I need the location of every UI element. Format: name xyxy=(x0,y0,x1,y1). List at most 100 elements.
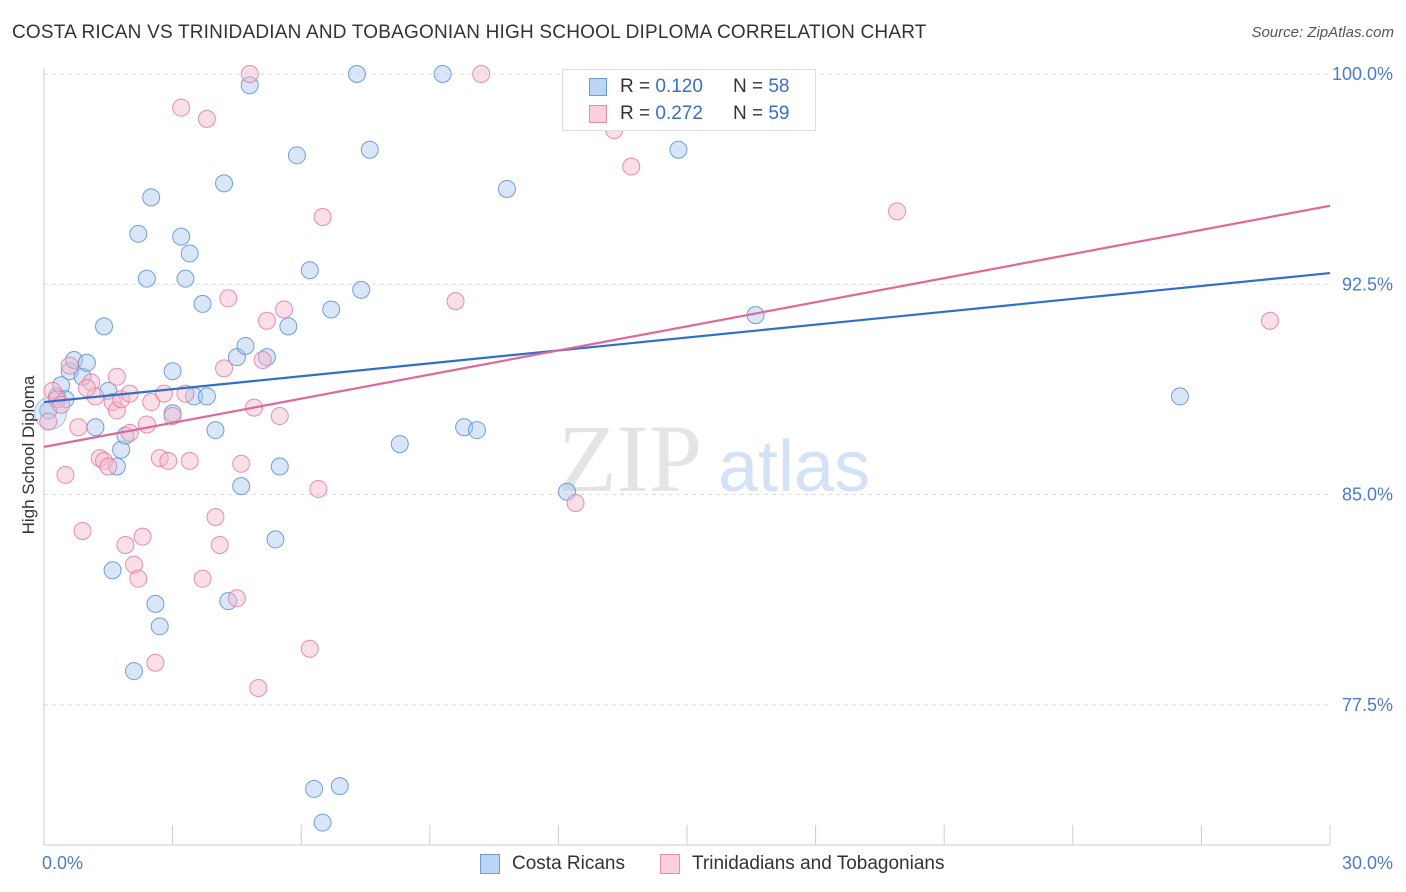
trinidadian-point xyxy=(107,367,126,386)
trinidadian-point xyxy=(472,65,491,84)
trinidadian-point xyxy=(240,65,259,84)
watermark-zip: ZIP xyxy=(558,405,702,512)
costa-rican-point xyxy=(142,188,161,207)
bottom-legend-costa-ricans: Costa Ricans xyxy=(480,852,625,876)
trinidadian-point xyxy=(73,522,92,540)
trinidadian-point xyxy=(270,407,289,426)
y-axis-label: High School Diploma xyxy=(19,375,38,534)
costa-rican-point xyxy=(347,65,366,84)
trinidadian-point xyxy=(210,536,229,555)
trinidadian-point xyxy=(56,465,75,484)
costa-rican-point xyxy=(77,353,96,372)
trinidadian-point xyxy=(309,479,328,498)
trinidadian-point xyxy=(99,457,118,476)
trinidadian-point xyxy=(155,384,174,403)
trinidadian-point xyxy=(43,381,62,400)
trinidadian-point xyxy=(232,454,251,473)
chart-title: COSTA RICAN VS TRINIDADIAN AND TOBAGONIA… xyxy=(12,22,927,43)
costa-rican-point xyxy=(52,376,71,395)
legend-row-trinidadians: R = 0.272 N = 59 xyxy=(589,102,789,126)
trinidadian-point xyxy=(1260,311,1279,330)
costa-rican-point xyxy=(300,261,319,280)
y-tick-labels: 77.5% 85.0% 92.5% 100.0% xyxy=(1332,64,1393,715)
costa-rican-point xyxy=(193,294,212,313)
legend-r-label: R = xyxy=(620,103,651,124)
costa-rican-point xyxy=(73,367,92,386)
trinidadian-point xyxy=(142,393,161,412)
costa-rican-point xyxy=(86,418,105,437)
legend-swatch-pink xyxy=(589,105,607,123)
trinidadian-point xyxy=(193,569,212,588)
costa-rican-point xyxy=(266,530,285,549)
trend-lines xyxy=(43,204,1331,448)
axes xyxy=(43,68,1331,846)
costa-rican-point xyxy=(176,269,195,288)
costa-ricans-points xyxy=(33,65,1189,832)
trinidadian-point xyxy=(206,507,225,526)
costa-rican-point xyxy=(215,174,234,193)
trinidadian-point xyxy=(300,639,319,658)
grid-lines xyxy=(44,73,1330,706)
y-tick-label: 100.0% xyxy=(1332,64,1393,84)
stats-legend: R = 0.120 N = 58 R = 0.272 N = 59 xyxy=(562,69,816,131)
costa-rican-point xyxy=(180,244,199,263)
costa-rican-point xyxy=(497,179,516,198)
costa-rican-point xyxy=(305,779,324,798)
y-tick-label: 77.5% xyxy=(1342,695,1393,715)
costa-rican-point xyxy=(146,594,165,613)
costa-rican-point xyxy=(163,362,182,381)
legend-n-value: 59 xyxy=(768,103,790,124)
trinidadian-point xyxy=(227,589,246,608)
y-tick-label: 92.5% xyxy=(1342,274,1393,294)
trinidadian-point xyxy=(129,569,148,588)
trinidadian-point xyxy=(107,401,126,420)
legend-n-label: N = xyxy=(732,103,764,124)
bottom-legend-swatch-pink xyxy=(660,854,680,874)
costa-rican-point xyxy=(287,146,306,165)
trinidadians-trend-line xyxy=(43,204,1331,448)
trinidadian-point xyxy=(622,157,641,176)
bottom-legend-trinidadians: Trinidadians and Tobagonians xyxy=(660,852,944,876)
trinidadian-point xyxy=(159,451,178,470)
costa-rican-point xyxy=(352,280,371,299)
bottom-legend-label: Costa Ricans xyxy=(512,853,625,874)
costa-rican-point xyxy=(330,777,349,796)
costa-rican-point xyxy=(313,813,332,832)
costa-rican-point xyxy=(206,421,225,440)
costa-rican-point xyxy=(322,300,341,319)
trinidadian-point xyxy=(446,292,465,311)
trinidadian-point xyxy=(215,359,234,378)
legend-n-label: N = xyxy=(732,76,764,97)
costa-rican-point xyxy=(1170,387,1189,406)
watermark-atlas: atlas xyxy=(718,427,870,507)
costa-rican-point xyxy=(95,317,114,336)
bottom-legend-label: Trinidadians and Tobagonians xyxy=(692,853,945,874)
legend-row-costa-ricans: R = 0.120 N = 58 xyxy=(589,75,789,99)
costa-rican-point xyxy=(137,269,156,288)
trinidadian-point xyxy=(60,356,79,375)
legend-swatch-blue xyxy=(589,78,607,96)
trinidadian-point xyxy=(888,202,907,221)
trinidadian-point xyxy=(180,451,199,470)
costa-rican-point xyxy=(172,227,191,246)
legend-n-value: 58 xyxy=(768,76,790,97)
costa-rican-point xyxy=(236,336,255,355)
trinidadian-point xyxy=(146,653,165,672)
costa-rican-point xyxy=(129,224,148,243)
trinidadian-point xyxy=(257,311,276,330)
legend-r-value: 0.120 xyxy=(655,76,703,97)
trinidadian-point xyxy=(172,98,191,117)
y-tick-label: 85.0% xyxy=(1342,485,1393,505)
costa-rican-point xyxy=(150,617,169,636)
costa-rican-point xyxy=(360,140,379,159)
trinidadian-point xyxy=(125,555,144,574)
legend-r-value: 0.272 xyxy=(655,103,703,124)
trinidadian-point xyxy=(116,536,135,555)
trinidadian-point xyxy=(219,289,238,308)
source-label: Source: ZipAtlas.com xyxy=(1251,24,1394,41)
costa-rican-point xyxy=(103,561,122,580)
trinidadian-point xyxy=(249,679,268,697)
trinidadian-point xyxy=(137,415,156,434)
x-tick-labels: 0.0% 30.0% xyxy=(42,853,1393,873)
